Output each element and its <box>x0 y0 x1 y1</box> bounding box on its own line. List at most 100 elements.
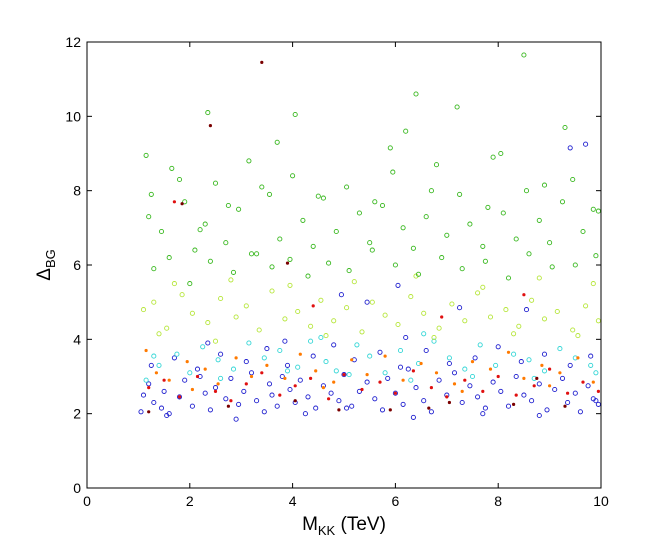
data-point-green <box>580 228 586 235</box>
data-point-yellow-green <box>541 316 548 322</box>
data-point-cyan <box>462 366 468 372</box>
data-point-yellow-green <box>171 281 177 287</box>
data-point-green <box>320 195 326 201</box>
data-point-green <box>248 251 255 257</box>
data-point-green <box>526 251 532 257</box>
data-point-green <box>482 258 488 264</box>
data-point-red <box>244 382 248 386</box>
data-point-cyan <box>156 362 162 368</box>
data-point-yellow-green <box>269 288 275 294</box>
data-point-cyan <box>367 353 373 359</box>
data-point-red <box>440 315 444 319</box>
data-point-blue <box>428 409 434 415</box>
data-point-blue <box>372 396 378 402</box>
data-point-blue <box>482 405 488 411</box>
data-point-blue <box>541 351 548 357</box>
data-point-green <box>428 188 434 194</box>
data-point-cyan <box>588 362 594 368</box>
data-point-blue <box>171 355 177 361</box>
data-point-dark-red <box>337 408 341 412</box>
data-point-yellow-green <box>431 334 437 341</box>
data-point-green <box>212 180 219 186</box>
data-point-green <box>158 228 165 235</box>
data-point-blue <box>189 403 195 409</box>
y-tick-label: 2 <box>73 406 81 422</box>
data-point-yellow-green <box>140 307 147 313</box>
data-point-blue <box>565 399 571 406</box>
data-point-orange <box>190 387 194 392</box>
data-point-blue <box>212 385 219 391</box>
data-point-blue <box>436 377 442 383</box>
data-point-green <box>333 228 339 235</box>
data-point-blue <box>284 362 291 368</box>
data-point-green <box>590 206 596 212</box>
data-point-red <box>548 367 552 371</box>
data-point-cyan <box>284 368 291 374</box>
data-point-yellow-green <box>233 314 239 320</box>
data-point-blue <box>148 362 154 368</box>
data-point-red <box>411 369 415 373</box>
data-point-yellow-green <box>462 318 468 324</box>
data-point-green <box>500 210 506 216</box>
data-point-blue <box>544 407 550 413</box>
data-point-blue <box>233 416 239 422</box>
data-point-blue <box>336 398 342 404</box>
x-axis-title-sub: KK <box>318 523 336 538</box>
x-tick-label: 10 <box>593 493 609 509</box>
data-point-green <box>367 240 373 246</box>
data-point-yellow-green <box>536 275 542 281</box>
data-point-yellow-green <box>156 331 162 337</box>
data-point-blue <box>364 379 370 385</box>
data-point-yellow-green <box>243 303 249 309</box>
data-point-blue <box>521 392 527 398</box>
data-point-green <box>379 202 386 209</box>
data-point-blue <box>413 385 419 391</box>
data-point-yellow-green <box>487 314 494 320</box>
data-point-cyan <box>446 355 452 361</box>
data-point-green <box>148 191 154 197</box>
data-point-green <box>225 202 231 209</box>
data-point-yellow-green <box>382 312 388 318</box>
data-point-green <box>490 154 496 160</box>
data-point-blue <box>261 409 267 415</box>
data-point-yellow-green <box>369 299 375 305</box>
data-point-orange <box>383 354 387 358</box>
data-point-blue <box>513 373 519 380</box>
data-point-orange <box>522 376 526 380</box>
data-point-blue <box>328 390 334 396</box>
data-point-dark-red <box>511 402 516 406</box>
data-point-blue <box>207 407 213 413</box>
data-point-green <box>523 188 530 194</box>
data-point-red <box>278 393 282 397</box>
data-point-dark-red <box>226 404 230 408</box>
data-point-blue <box>410 414 416 420</box>
data-point-blue <box>287 386 293 393</box>
data-point-yellow-green <box>583 303 589 309</box>
data-point-green <box>315 193 321 199</box>
data-point-cyan <box>493 362 499 368</box>
data-point-blue <box>274 403 280 409</box>
data-point-blue <box>205 340 211 346</box>
data-point-yellow-green <box>529 297 535 303</box>
data-point-blue <box>423 347 429 354</box>
data-point-green <box>310 243 316 249</box>
data-point-blue <box>182 377 188 383</box>
data-point-green <box>369 247 375 253</box>
data-point-yellow-green <box>503 307 509 313</box>
data-point-yellow-green <box>516 323 522 329</box>
data-point-blue <box>194 366 201 372</box>
data-point-dark-red <box>447 400 451 405</box>
data-point-green <box>372 199 378 205</box>
data-point-red <box>532 384 536 388</box>
data-point-orange <box>332 380 336 384</box>
data-point-orange <box>460 389 464 393</box>
data-point-blue <box>457 305 463 311</box>
data-point-blue <box>567 145 573 151</box>
data-point-blue <box>356 388 362 394</box>
data-point-blue <box>305 394 311 400</box>
data-point-cyan <box>143 377 149 383</box>
data-point-red <box>213 389 218 393</box>
data-point-blue <box>313 405 319 411</box>
data-point-cyan <box>382 370 388 376</box>
data-point-green <box>266 191 273 197</box>
